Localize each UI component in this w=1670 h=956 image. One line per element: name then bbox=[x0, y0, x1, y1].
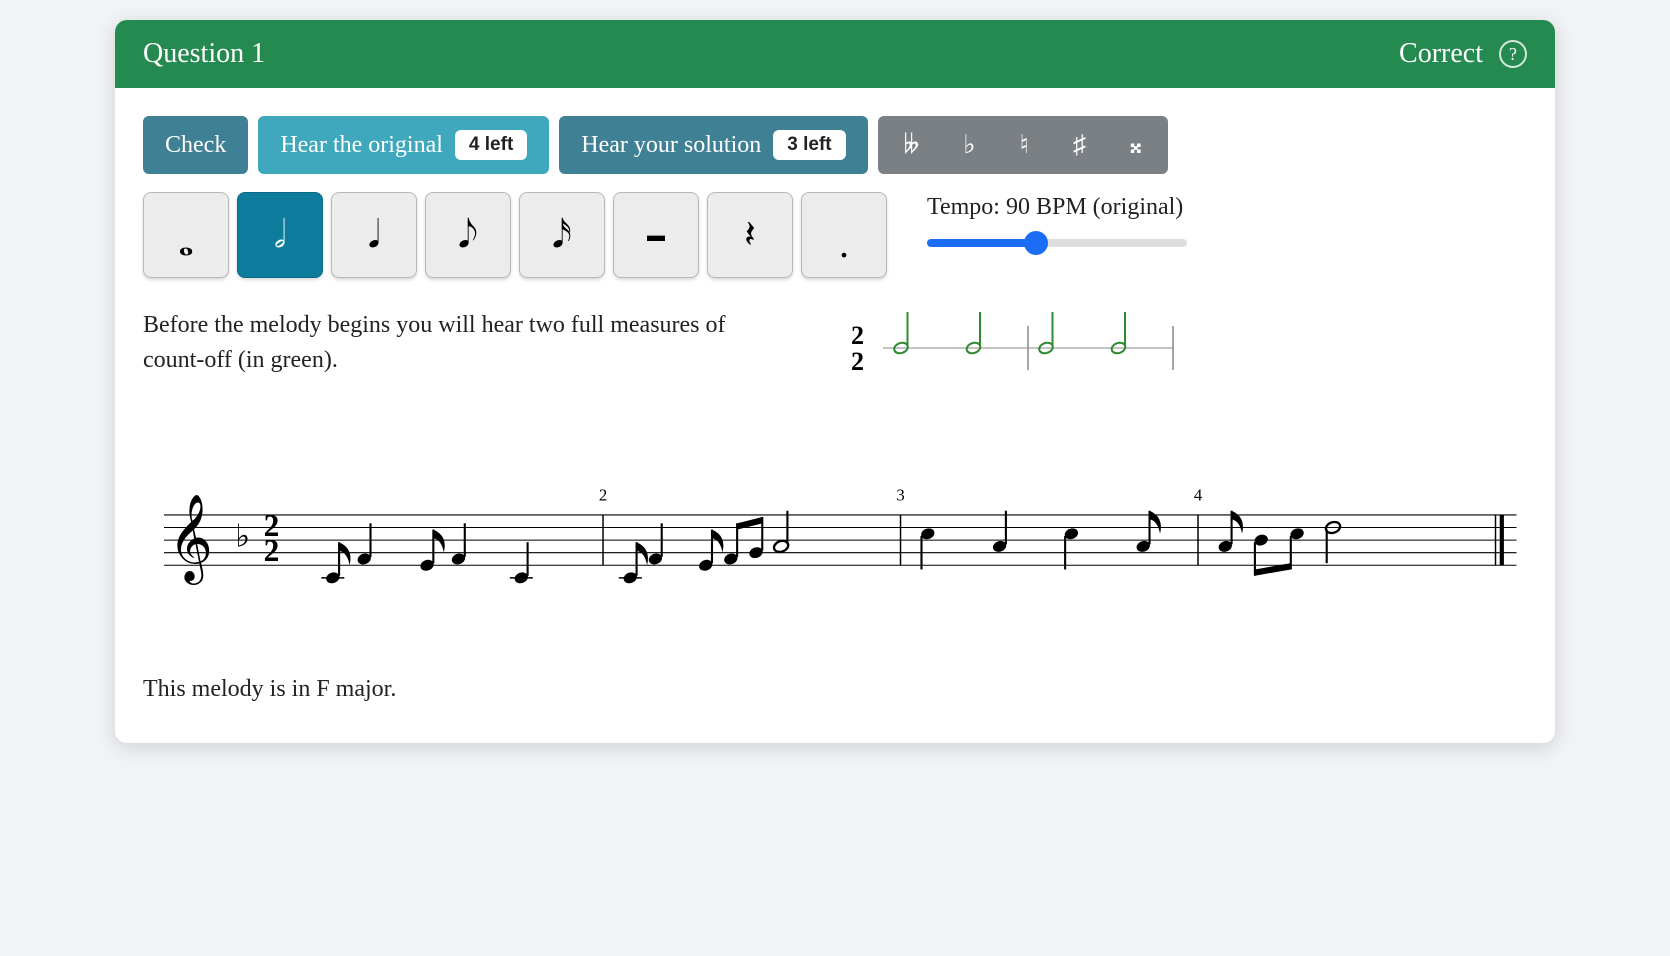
slider-thumb[interactable] bbox=[1024, 231, 1048, 255]
note-whole-button[interactable]: 𝅝 bbox=[143, 192, 229, 278]
note-half-button[interactable]: 𝅗𝅥 bbox=[237, 192, 323, 278]
note-quarter-button[interactable]: 𝅘𝅥 bbox=[331, 192, 417, 278]
hear-solution-count: 3 left bbox=[773, 130, 845, 160]
accidental-toolbar: 𝄫♭♮♯𝄪 bbox=[878, 116, 1168, 174]
note-eighth-button[interactable]: 𝅘𝅥𝅮 bbox=[425, 192, 511, 278]
natural-button[interactable]: ♮ bbox=[998, 120, 1051, 170]
check-button[interactable]: Check bbox=[143, 116, 248, 174]
question-title: Question 1 bbox=[143, 38, 265, 70]
svg-text:2: 2 bbox=[599, 485, 607, 504]
status-label: Correct bbox=[1399, 38, 1483, 70]
svg-text:3: 3 bbox=[896, 485, 904, 504]
slider-fill bbox=[927, 239, 1036, 247]
svg-text:2: 2 bbox=[851, 321, 864, 350]
hear-solution-button[interactable]: Hear your solution 3 left bbox=[559, 116, 867, 174]
help-icon[interactable]: ? bbox=[1499, 40, 1527, 68]
note-dot-button[interactable]: . bbox=[801, 192, 887, 278]
help-glyph: ? bbox=[1509, 44, 1517, 65]
toolbar: Check Hear the original 4 left Hear your… bbox=[143, 116, 1527, 174]
question-card: Question 1 Correct ? Check Hear the orig… bbox=[115, 20, 1555, 743]
countoff-staff: 22 bbox=[843, 308, 1183, 383]
svg-text:♭: ♭ bbox=[235, 518, 250, 553]
note-value-toolbar: 𝅝𝅗𝅥𝅘𝅥𝅘𝅥𝅮𝅘𝅥𝅯▬𝄽. bbox=[143, 192, 887, 278]
flat-button[interactable]: ♭ bbox=[941, 120, 997, 170]
tempo-slider[interactable] bbox=[927, 231, 1187, 255]
check-label: Check bbox=[165, 132, 226, 159]
card-body: Check Hear the original 4 left Hear your… bbox=[115, 88, 1555, 743]
header-right: Correct ? bbox=[1399, 38, 1527, 70]
hear-original-count: 4 left bbox=[455, 130, 527, 160]
svg-text:2: 2 bbox=[851, 347, 864, 376]
double-sharp-button[interactable]: 𝄪 bbox=[1108, 120, 1164, 170]
instruction-text: Before the melody begins you will hear t… bbox=[143, 308, 783, 378]
svg-text:2: 2 bbox=[264, 533, 280, 568]
second-row: 𝅝𝅗𝅥𝅘𝅥𝅘𝅥𝅮𝅘𝅥𝅯▬𝄽. Tempo: 90 BPM (original) bbox=[143, 192, 1527, 278]
sharp-button[interactable]: ♯ bbox=[1051, 120, 1108, 170]
note-sixteenth-button[interactable]: 𝅘𝅥𝅯 bbox=[519, 192, 605, 278]
key-signature-text: This melody is in F major. bbox=[143, 676, 1527, 703]
tempo-block: Tempo: 90 BPM (original) bbox=[927, 192, 1527, 255]
score[interactable]: 𝄞♭22234 bbox=[143, 473, 1527, 646]
hear-solution-label: Hear your solution bbox=[581, 132, 761, 159]
note-quarter-rest-button[interactable]: 𝄽 bbox=[707, 192, 793, 278]
svg-text:4: 4 bbox=[1194, 485, 1203, 504]
card-header: Question 1 Correct ? bbox=[115, 20, 1555, 88]
hear-original-label: Hear the original bbox=[280, 132, 443, 159]
tempo-label: Tempo: 90 BPM (original) bbox=[927, 194, 1527, 221]
hear-original-button[interactable]: Hear the original 4 left bbox=[258, 116, 549, 174]
svg-text:𝄞: 𝄞 bbox=[168, 496, 213, 585]
note-half-rest-button[interactable]: ▬ bbox=[613, 192, 699, 278]
info-row: Before the melody begins you will hear t… bbox=[143, 308, 1527, 383]
double-flat-button[interactable]: 𝄫 bbox=[882, 120, 942, 170]
